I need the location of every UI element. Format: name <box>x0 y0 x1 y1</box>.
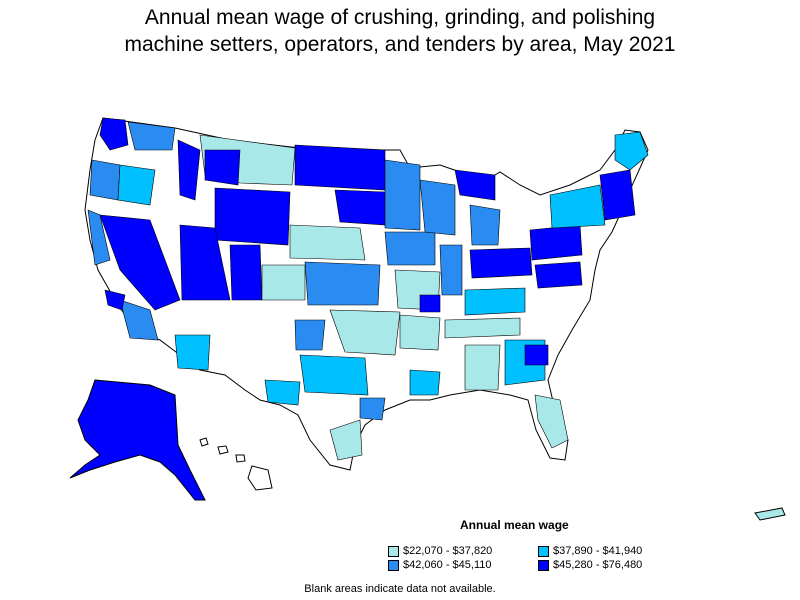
legend-swatch-2 <box>538 545 549 557</box>
legend-item-2: $37,890 - $41,940 <box>538 545 642 557</box>
region-michigan-lower <box>469 204 501 246</box>
region-pennsylvania <box>529 224 583 261</box>
wage-area-regions <box>87 117 649 461</box>
region-or-central <box>117 164 156 206</box>
region-wisconsin <box>419 179 456 236</box>
region-south-carolina <box>524 344 549 366</box>
title-line-1: Annual mean wage of crushing, grinding, … <box>144 6 656 29</box>
region-texas-west <box>264 379 301 406</box>
region-south-dakota <box>334 189 386 226</box>
blank-areas-note: Blank areas indicate data not available. <box>304 583 496 595</box>
region-nebraska <box>289 224 366 261</box>
region-idaho-north <box>177 139 201 201</box>
region-wyoming <box>214 187 291 246</box>
legend-label-2: $37,890 - $41,940 <box>553 545 643 557</box>
region-texas-houston <box>359 397 386 421</box>
region-ca-north <box>87 209 111 266</box>
region-utah <box>179 224 231 301</box>
region-illinois <box>439 244 463 296</box>
region-wa-east <box>127 121 176 151</box>
region-arkansas <box>399 314 441 351</box>
region-indiana-ohio <box>469 247 533 279</box>
legend-swatch-4 <box>538 559 549 571</box>
region-new-york <box>549 184 606 229</box>
region-oklahoma <box>329 309 401 356</box>
alaska-region <box>69 379 206 501</box>
legend-item-1: $22,070 - $37,820 <box>388 545 492 557</box>
region-north-dakota <box>294 144 386 191</box>
region-nm-east <box>294 319 326 351</box>
region-ca-south <box>119 299 159 341</box>
legend-label-3: $42,060 - $45,110 <box>403 559 492 571</box>
region-iowa <box>384 231 436 266</box>
region-colorado-east <box>261 264 306 301</box>
legend-swatch-3 <box>388 559 399 571</box>
region-minnesota <box>384 159 421 231</box>
region-ca-central <box>104 289 126 311</box>
legend-swatch-1 <box>388 545 399 557</box>
region-arizona <box>174 334 211 371</box>
legend-label-4: $45,280 - $76,480 <box>553 559 643 571</box>
title-line-2: machine setters, operators, and tenders … <box>124 33 676 56</box>
region-mt-west <box>204 149 241 186</box>
region-kansas <box>304 261 381 306</box>
hawaii-islands <box>199 437 273 491</box>
puerto-rico-region <box>754 507 786 521</box>
legend-item-4: $45,280 - $76,480 <box>538 559 642 571</box>
region-maine <box>614 131 649 171</box>
legend-label-1: $22,070 - $37,820 <box>403 545 493 557</box>
region-virginia <box>534 261 583 289</box>
legend-title: Annual mean wage <box>460 518 569 532</box>
region-texas-south <box>329 419 363 461</box>
region-michigan <box>454 169 496 201</box>
region-louisiana <box>409 369 441 396</box>
region-alabama <box>464 344 501 391</box>
region-tennessee <box>444 317 521 339</box>
region-texas-north <box>299 354 369 396</box>
region-missouri-east <box>419 294 441 313</box>
region-kentucky <box>464 287 526 316</box>
region-wa-seattle <box>99 117 129 151</box>
map-title: Annual mean wage of crushing, grinding, … <box>0 4 800 58</box>
region-nevada <box>99 214 181 311</box>
region-or-west <box>89 159 121 201</box>
region-florida <box>534 394 569 449</box>
region-new-england <box>599 169 636 221</box>
region-colorado-west <box>229 244 263 301</box>
legend-item-3: $42,060 - $45,110 <box>388 559 491 571</box>
